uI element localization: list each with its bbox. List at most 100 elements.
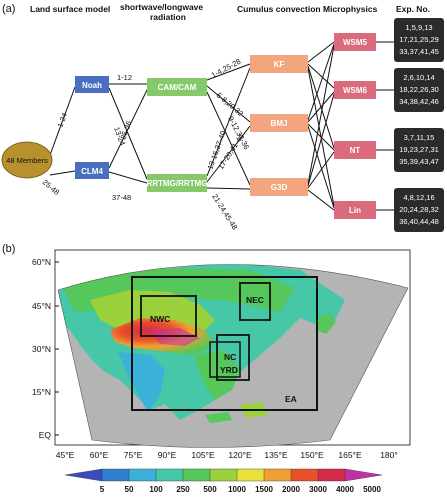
micro-label-lin: Lin — [349, 206, 361, 215]
svg-text:20,24,28,32: 20,24,28,32 — [399, 205, 439, 214]
lon-label: 180° — [380, 450, 398, 460]
micro-node-wsm6 — [334, 81, 376, 99]
colorbar: 5 50 100 250 500 1000 1500 2000 3000 4000 5000 — [64, 468, 383, 494]
exp-box-2: 2,6,10,14 18,22,26,30 34,38,42,46 — [394, 68, 444, 112]
svg-text:4,8,12,16: 4,8,12,16 — [403, 193, 434, 202]
cumulus-node-g3d — [250, 178, 308, 196]
lon-label: 150°E — [300, 450, 324, 460]
exp-box-4: 4,8,12,16 20,24,28,32 36,40,44,48 — [394, 188, 444, 232]
panel-a-label: (a) — [2, 3, 15, 15]
colorbar-tick-label: 250 — [176, 485, 190, 494]
land-label-clm4: CLM4 — [81, 167, 103, 176]
edge-label-noah-cam: 1-12 — [117, 73, 132, 82]
radiation-label-cam: CAM/CAM — [158, 83, 197, 92]
domain-outline — [57, 264, 409, 448]
exp-box-1: 1,5,9,13 17,21,25,29 33,37,41,45 — [394, 18, 444, 62]
india-land — [118, 352, 165, 412]
header-exp-no: Exp. No. — [396, 4, 430, 14]
header-radiation-1: shortwave/longwave — [120, 2, 203, 12]
colorbar-tick-label: 5000 — [363, 485, 381, 494]
colorbar-tick-label: 100 — [149, 485, 163, 494]
map-domain — [58, 264, 408, 448]
lon-label: 165°E — [338, 450, 362, 460]
edge-rrtmg-kf — [206, 67, 251, 177]
lon-label: 60°E — [90, 450, 109, 460]
land-label-noah: Noah — [82, 81, 102, 90]
lon-label: 75°E — [124, 450, 143, 460]
cumulus-node-bmj — [250, 114, 308, 132]
lon-axis: 45°E 60°E 75°E 90°E 105°E 120°E 135°E 15… — [56, 450, 398, 460]
svg-text:1,5,9,13: 1,5,9,13 — [405, 23, 432, 32]
region-box-nc — [216, 334, 250, 381]
region-label-ea: EA — [285, 394, 297, 404]
land-node-clm4 — [75, 162, 109, 179]
radiation-label-rrtmg: RRTMG/RRTMG — [147, 179, 208, 188]
colorbar-segment — [155, 468, 184, 482]
lon-label: 135°E — [264, 450, 288, 460]
svg-text:33,37,41,45: 33,37,41,45 — [399, 47, 439, 56]
lat-label: 30°N — [32, 344, 51, 354]
edge-label-clm4-cam: 25-36 — [118, 120, 133, 141]
colorbar-segment — [64, 468, 103, 482]
region-label-nc: NC — [224, 352, 236, 362]
colorbar-segment — [290, 468, 319, 482]
lat-label: 60°N — [32, 257, 51, 267]
edge-label-cam-bmj: 5-8,29-32 — [215, 91, 245, 119]
colorbar-segment — [209, 468, 238, 482]
colorbar-segment — [263, 468, 292, 482]
lon-label: 45°E — [56, 450, 75, 460]
svg-text:18,22,26,30: 18,22,26,30 — [399, 85, 439, 94]
svg-text:19,23,27,31: 19,23,27,31 — [399, 145, 439, 154]
edge-clm4-cam — [108, 89, 148, 169]
region-box-yrd — [209, 341, 241, 378]
edge-label-rrtmg-g3d: 21-24,45-48 — [210, 192, 239, 231]
radiation-node-cam — [147, 78, 207, 96]
edge-noah-rrtmg — [108, 87, 148, 180]
svg-text:3,7,11,15: 3,7,11,15 — [404, 133, 435, 142]
colorbar-tick-label: 3000 — [309, 485, 327, 494]
micro-label-wsm6: WSM6 — [343, 86, 368, 95]
region-box-nwc — [140, 295, 197, 337]
micro-label-wsm5: WSM5 — [343, 38, 368, 47]
lon-label: 90°E — [158, 450, 177, 460]
header-radiation-2: radiation — [150, 12, 186, 22]
colorbar-tick-label: 4000 — [336, 485, 354, 494]
region-box-ea — [131, 276, 318, 411]
svg-text:2,6,10,14: 2,6,10,14 — [403, 73, 434, 82]
edge-clm4-rrtmg — [108, 171, 148, 184]
header-microphysics: Microphysics — [323, 4, 378, 14]
edge-members-clm4 — [49, 170, 76, 176]
lon-label: 120°E — [228, 450, 252, 460]
svg-text:35,39,43,47: 35,39,43,47 — [399, 157, 439, 166]
svg-text:36,40,44,48: 36,40,44,48 — [399, 217, 439, 226]
edge-label-clm4-rrtmg: 37-48 — [112, 193, 131, 202]
edge-rrtmg-g3d — [206, 187, 251, 190]
region-label-nec: NEC — [246, 295, 264, 305]
edge-cam-bmj — [206, 85, 251, 123]
cumulus-label-bmj: BMJ — [271, 119, 288, 128]
edge-cam-kf — [206, 63, 251, 81]
svg-text:34,38,42,46: 34,38,42,46 — [399, 97, 439, 106]
region-boxes — [131, 276, 318, 411]
colorbar-segment — [317, 468, 346, 482]
colorbar-tick-label: 1500 — [255, 485, 273, 494]
colorbar-tick-label: 50 — [125, 485, 134, 494]
colorbar-segment — [128, 468, 157, 482]
region-box-nec — [239, 282, 271, 321]
region-label-yrd: YRD — [220, 365, 238, 375]
colorbar-tick-label: 500 — [203, 485, 217, 494]
edge-cam-g3d — [206, 91, 251, 186]
lat-label: 45°N — [32, 301, 51, 311]
members-label: 48 Members — [6, 156, 48, 165]
colorbar-segment — [182, 468, 211, 482]
land-node-noah — [75, 76, 109, 93]
micro-label-nt: NT — [350, 146, 361, 155]
micro-node-lin — [334, 201, 376, 219]
lat-label: EQ — [39, 430, 52, 440]
colorbar-tick-label: 1000 — [228, 485, 246, 494]
lon-label: 105°E — [191, 450, 215, 460]
radiation-node-rrtmg — [147, 174, 207, 192]
micro-node-wsm5 — [334, 33, 376, 51]
region-label-nwc: NWC — [150, 314, 170, 324]
